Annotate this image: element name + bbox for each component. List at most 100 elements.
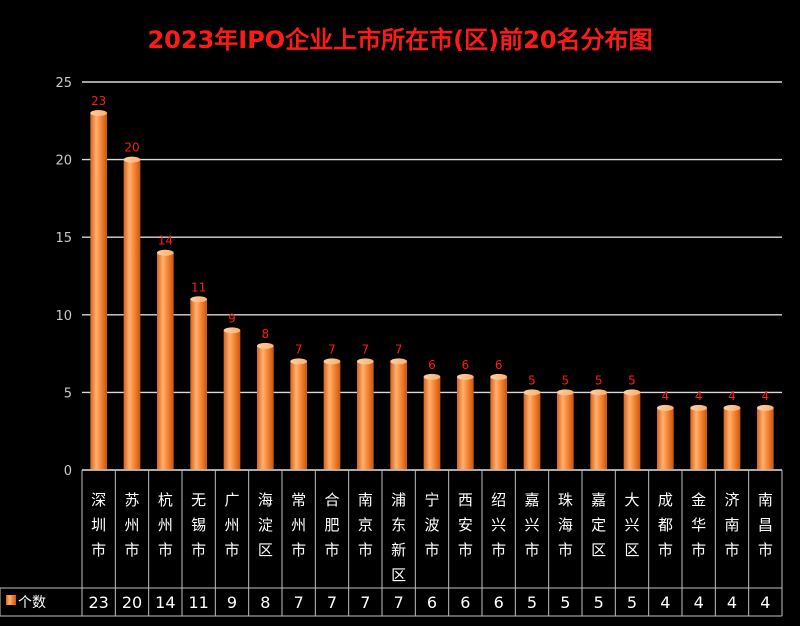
svg-text:定: 定 — [591, 516, 606, 534]
category-label: 海淀区 — [258, 491, 273, 559]
y-tick-label: 25 — [55, 76, 72, 91]
data-label: 4 — [728, 389, 736, 403]
svg-text:肥: 肥 — [324, 516, 339, 534]
bar-cap — [757, 404, 774, 411]
bar-cap — [590, 389, 608, 396]
legend-label: 个数 — [18, 595, 46, 611]
category-label: 苏州市 — [124, 491, 139, 559]
svg-text:市: 市 — [558, 541, 573, 559]
bar-cap — [390, 358, 407, 365]
category-label: 绍兴市 — [491, 491, 506, 559]
table-value: 7 — [394, 593, 404, 612]
bar — [423, 376, 441, 470]
table-value: 4 — [694, 593, 704, 612]
bar — [357, 361, 374, 470]
svg-text:波: 波 — [424, 516, 439, 534]
data-label: 7 — [362, 342, 370, 356]
svg-text:南: 南 — [724, 516, 739, 534]
svg-text:兴: 兴 — [624, 516, 639, 534]
y-tick-label: 5 — [64, 386, 72, 401]
bar — [323, 361, 341, 470]
category-label: 济南市 — [724, 491, 739, 559]
svg-text:市: 市 — [658, 541, 673, 559]
svg-text:市: 市 — [758, 541, 773, 559]
svg-text:绍: 绍 — [491, 491, 506, 509]
category-label: 宁波市 — [424, 491, 439, 559]
bar — [257, 345, 274, 470]
bar-cap — [623, 389, 641, 396]
svg-text:兴: 兴 — [491, 516, 506, 534]
table-value: 14 — [155, 593, 175, 612]
bar-cap — [290, 358, 307, 365]
svg-text:市: 市 — [91, 541, 106, 559]
svg-text:东: 东 — [391, 516, 406, 534]
bar-cap — [523, 389, 541, 396]
table-value: 5 — [560, 593, 570, 612]
bar-cap — [457, 373, 474, 380]
svg-text:市: 市 — [424, 541, 439, 559]
data-label: 6 — [495, 358, 503, 372]
data-label: 6 — [428, 358, 436, 372]
svg-text:州: 州 — [124, 516, 139, 534]
bars — [90, 110, 774, 470]
bar — [723, 407, 741, 470]
svg-text:金: 金 — [691, 491, 706, 509]
bar-cap — [157, 249, 174, 256]
bar — [223, 330, 241, 470]
svg-text:州: 州 — [291, 516, 306, 534]
svg-text:区: 区 — [624, 541, 639, 559]
bar-cap — [557, 389, 574, 396]
svg-text:市: 市 — [458, 541, 473, 559]
category-label: 无锡市 — [191, 491, 206, 559]
bar-cap — [323, 358, 341, 365]
svg-text:嘉: 嘉 — [524, 491, 539, 509]
svg-text:圳: 圳 — [91, 516, 106, 534]
category-label: 珠海市 — [558, 491, 573, 559]
bar — [457, 376, 474, 470]
svg-text:华: 华 — [691, 516, 706, 534]
table-value: 4 — [660, 593, 670, 612]
bar-cap — [90, 110, 107, 117]
bar-cap — [723, 404, 741, 411]
category-label: 合肥市 — [324, 491, 339, 559]
svg-text:市: 市 — [524, 541, 539, 559]
svg-text:市: 市 — [158, 541, 173, 559]
svg-text:市: 市 — [724, 541, 739, 559]
bar — [190, 299, 207, 470]
svg-text:大: 大 — [624, 491, 639, 509]
bar-cap — [490, 373, 507, 380]
svg-text:安: 安 — [458, 516, 473, 534]
bar — [123, 159, 141, 470]
table-value: 6 — [427, 593, 437, 612]
bar — [290, 361, 307, 470]
svg-text:宁: 宁 — [424, 491, 439, 509]
svg-text:深: 深 — [91, 491, 106, 509]
svg-text:都: 都 — [658, 516, 673, 534]
svg-text:西: 西 — [458, 491, 473, 509]
svg-text:市: 市 — [124, 541, 139, 559]
svg-text:昌: 昌 — [758, 516, 773, 534]
bar — [490, 376, 507, 470]
svg-text:新: 新 — [391, 541, 406, 559]
data-label: 7 — [395, 342, 403, 356]
table-value: 7 — [294, 593, 304, 612]
data-label: 5 — [628, 373, 636, 387]
svg-text:杭: 杭 — [158, 491, 173, 509]
svg-text:市: 市 — [358, 541, 373, 559]
category-label: 大兴区 — [624, 491, 639, 559]
data-label: 7 — [328, 342, 336, 356]
y-tick-label: 15 — [55, 231, 72, 246]
svg-text:海: 海 — [258, 491, 273, 509]
category-label: 西安市 — [458, 491, 473, 559]
svg-text:常: 常 — [291, 491, 306, 509]
data-label: 5 — [528, 373, 536, 387]
data-label: 23 — [91, 94, 106, 108]
category-label: 杭州市 — [158, 491, 173, 559]
svg-text:市: 市 — [224, 541, 239, 559]
category-label: 常州市 — [291, 491, 306, 559]
table-value: 6 — [460, 593, 470, 612]
y-tick-label: 10 — [55, 309, 72, 324]
bar-cap — [657, 404, 674, 411]
table-value: 5 — [594, 593, 604, 612]
